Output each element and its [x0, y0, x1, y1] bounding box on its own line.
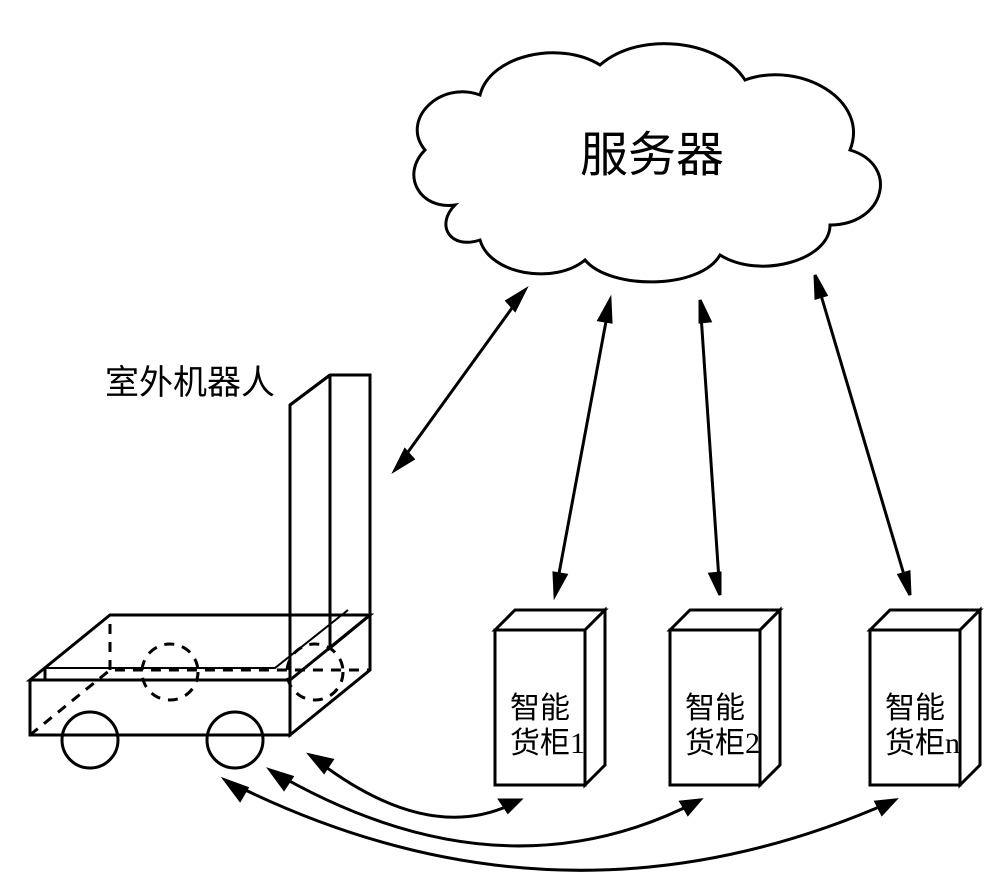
arrow-cloud-cabn	[815, 275, 910, 595]
arrow-cloud-cab2	[700, 300, 720, 595]
arrow-cloud-robot	[395, 290, 525, 470]
robot-label: 室外机器人	[105, 355, 275, 404]
robot-shape	[30, 375, 370, 768]
arrow-robot-cab2	[270, 770, 700, 846]
arrow-cloud-cab1	[554, 300, 611, 595]
cabinet-2-label: 智能 货柜2	[685, 692, 760, 761]
cabinet-n-label: 智能 货柜n	[885, 692, 960, 761]
cloud-label: 服务器	[580, 115, 724, 185]
arrow-robot-cabn	[225, 780, 895, 870]
diagram-root: 服务器 室外机器人 智能 货柜1 智能 货柜2 智能 货柜n	[0, 0, 1000, 872]
diagram-svg	[0, 0, 1000, 872]
cabinet-1-label: 智能 货柜1	[510, 692, 585, 761]
